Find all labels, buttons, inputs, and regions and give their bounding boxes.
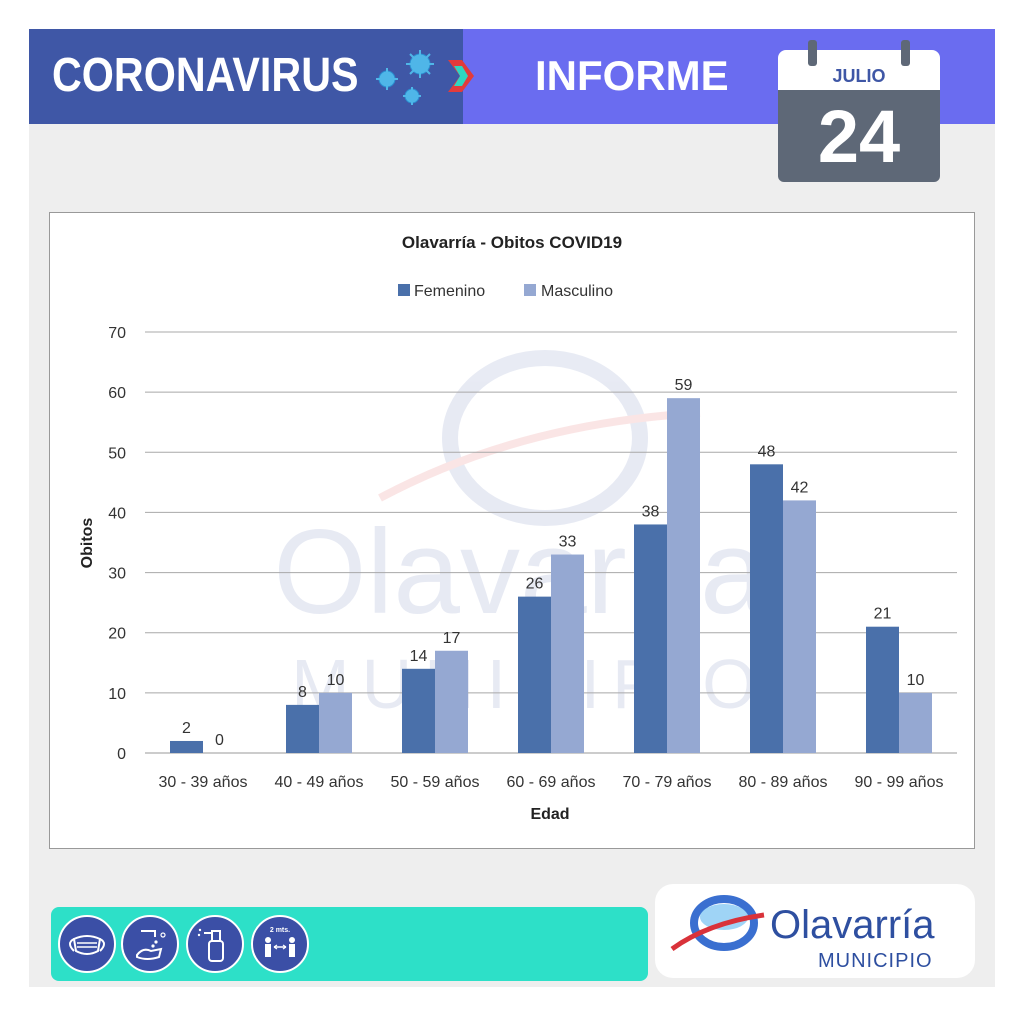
x-tick-label: 70 - 79 años <box>623 774 712 791</box>
legend-swatch-masculino <box>524 284 536 296</box>
legend: Femenino Masculino <box>398 283 613 300</box>
data-label: 8 <box>298 684 307 701</box>
data-label: 42 <box>791 479 809 496</box>
header-subtitle: INFORME <box>535 52 729 99</box>
legend-label-femenino: Femenino <box>414 283 485 300</box>
data-label: 2 <box>182 720 191 737</box>
bar-masculino <box>899 692 932 753</box>
bars: 2 0 8 10 14 17 26 33 38 59 48 42 21 10 <box>170 377 932 753</box>
social-distance-icon: 2 mts. <box>251 915 309 973</box>
y-axis-ticks: 0 10 20 30 40 50 60 70 <box>108 325 126 763</box>
x-axis-label: Edad <box>530 806 569 823</box>
y-tick-label: 70 <box>108 325 126 342</box>
calendar-icon: JULIO 24 <box>778 40 940 184</box>
y-tick-label: 10 <box>108 686 126 703</box>
logo-subtitle: MUNICIPIO <box>818 950 933 972</box>
x-tick-label: 40 - 49 años <box>275 774 364 791</box>
municipality-logo-icon <box>670 895 765 952</box>
data-label: 10 <box>327 672 345 689</box>
x-tick-label: 50 - 59 años <box>391 774 480 791</box>
chart-title: Olavarría - Obitos COVID19 <box>402 233 622 252</box>
bar-femenino <box>750 464 783 753</box>
legend-label-masculino: Masculino <box>541 283 613 300</box>
x-tick-label: 90 - 99 años <box>855 774 944 791</box>
data-label: 21 <box>874 606 892 623</box>
calendar-month: JULIO <box>832 66 886 86</box>
bar-chart: Olavarría MUNICIPIO Olavarría - Obitos C… <box>79 233 957 823</box>
data-label: 10 <box>907 672 925 689</box>
chart-panel: Olavarría MUNICIPIO Olavarría - Obitos C… <box>49 212 975 849</box>
bar-femenino <box>866 626 899 753</box>
bar-femenino <box>286 704 319 753</box>
bar-masculino <box>319 692 352 753</box>
header-title: CORONAVIRUS <box>52 49 359 102</box>
logo-name: Olavarría <box>770 903 935 947</box>
y-tick-label: 0 <box>117 746 126 763</box>
bar-masculino <box>667 398 700 753</box>
y-tick-label: 50 <box>108 445 126 462</box>
hand-washing-icon <box>121 915 179 973</box>
legend-swatch-femenino <box>398 284 410 296</box>
y-tick-label: 40 <box>108 505 126 522</box>
bar-femenino <box>402 668 435 753</box>
data-label: 33 <box>559 534 577 551</box>
y-tick-label: 60 <box>108 385 126 402</box>
data-label: 48 <box>758 443 776 460</box>
data-label: 14 <box>410 648 428 665</box>
data-label: 59 <box>675 377 693 394</box>
bar-femenino <box>634 524 667 753</box>
calendar-day: 24 <box>817 95 901 178</box>
data-label: 0 <box>215 732 224 749</box>
x-axis-ticks: 30 - 39 años 40 - 49 años 50 - 59 años 60 -… <box>159 774 944 791</box>
y-tick-label: 30 <box>108 566 126 583</box>
data-label: 26 <box>526 576 544 593</box>
bar-masculino <box>551 554 584 753</box>
bar-femenino <box>170 740 203 753</box>
bar-masculino <box>435 650 468 753</box>
y-tick-label: 20 <box>108 626 126 643</box>
face-mask-icon <box>58 915 116 973</box>
data-label: 17 <box>443 630 461 647</box>
y-axis-label: Obitos <box>79 518 96 569</box>
x-tick-label: 30 - 39 años <box>159 774 248 791</box>
data-label: 38 <box>642 503 660 520</box>
distance-label: 2 mts. <box>270 927 290 934</box>
x-tick-label: 60 - 69 años <box>507 774 596 791</box>
sanitizer-spray-icon <box>186 915 244 973</box>
bar-masculino <box>783 500 816 753</box>
bar-femenino <box>518 596 551 753</box>
virus-icon <box>376 50 474 105</box>
x-tick-label: 80 - 89 años <box>739 774 828 791</box>
